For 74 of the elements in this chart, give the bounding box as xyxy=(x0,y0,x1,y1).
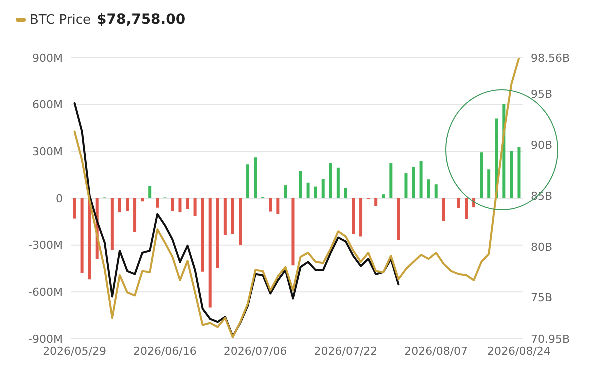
x-tick-label: 2026/05/29 xyxy=(43,344,106,358)
bar xyxy=(148,186,152,198)
bar xyxy=(329,164,332,198)
y-tick-label: 900M xyxy=(32,52,63,65)
bar xyxy=(284,186,288,198)
y-tick-label: 600M xyxy=(32,98,63,112)
bar xyxy=(208,198,212,308)
bar xyxy=(80,198,84,274)
bar xyxy=(118,198,122,213)
y2-tick-label: 70.95B xyxy=(531,332,570,346)
line-series xyxy=(74,58,520,338)
bar xyxy=(201,198,204,272)
bar xyxy=(352,198,355,234)
bar xyxy=(344,188,348,198)
bar xyxy=(322,178,325,198)
bar xyxy=(390,164,393,198)
bar xyxy=(276,198,280,214)
y2-tick-label: 95B xyxy=(531,88,553,102)
line-series xyxy=(74,102,400,338)
bar xyxy=(374,198,378,206)
bar xyxy=(336,168,340,198)
legend-label: BTC Price xyxy=(30,12,92,28)
bar xyxy=(397,198,400,240)
bar xyxy=(178,198,182,213)
x-tick-label: 2026/07/22 xyxy=(314,344,378,358)
bar xyxy=(134,198,137,232)
y2-tick-label: 75B xyxy=(531,292,553,305)
bar xyxy=(110,198,114,250)
bar xyxy=(186,198,190,210)
bar xyxy=(488,170,491,198)
y2-tick-label: 90B xyxy=(531,139,553,152)
bar xyxy=(73,198,76,219)
bar xyxy=(216,198,220,268)
bar xyxy=(269,198,272,212)
bar xyxy=(480,152,484,198)
bar xyxy=(464,198,468,220)
bar xyxy=(224,198,227,236)
x-tick-label: 2026/08/24 xyxy=(488,344,551,358)
x-tick-label: 2026/08/07 xyxy=(404,344,468,358)
bar xyxy=(156,198,160,208)
y-tick-label: -600M xyxy=(28,286,63,300)
bar xyxy=(238,198,242,246)
bar xyxy=(126,198,129,211)
bar xyxy=(88,198,92,280)
bar xyxy=(420,161,423,198)
bar xyxy=(434,184,438,198)
bar xyxy=(518,146,521,198)
bar xyxy=(360,198,363,237)
y2-tick-label: 98.56B xyxy=(531,52,570,65)
bar xyxy=(427,180,430,198)
bar xyxy=(141,198,144,202)
bar xyxy=(442,198,446,222)
bar xyxy=(299,171,302,198)
y-tick-label: -900M xyxy=(28,332,63,346)
bar xyxy=(457,198,460,208)
bar xyxy=(306,182,310,198)
x-tick-label: 2026/07/06 xyxy=(224,344,288,358)
x-tick-label: 2026/06/16 xyxy=(133,344,197,358)
bar xyxy=(510,151,514,198)
bar xyxy=(314,186,318,198)
bar xyxy=(246,164,250,198)
text: $78,758.00 xyxy=(97,12,186,28)
y-tick-label: -300M xyxy=(28,239,63,252)
bar xyxy=(194,198,197,216)
y-tick-label: 0 xyxy=(56,192,63,206)
bar xyxy=(171,198,174,211)
bar xyxy=(382,194,386,198)
bar xyxy=(254,158,258,198)
bar xyxy=(404,174,408,198)
y-tick-label: 300M xyxy=(32,146,63,159)
bar xyxy=(292,198,295,266)
y2-tick-label: 80B xyxy=(531,240,553,254)
bar xyxy=(412,166,416,198)
bar xyxy=(231,198,234,234)
